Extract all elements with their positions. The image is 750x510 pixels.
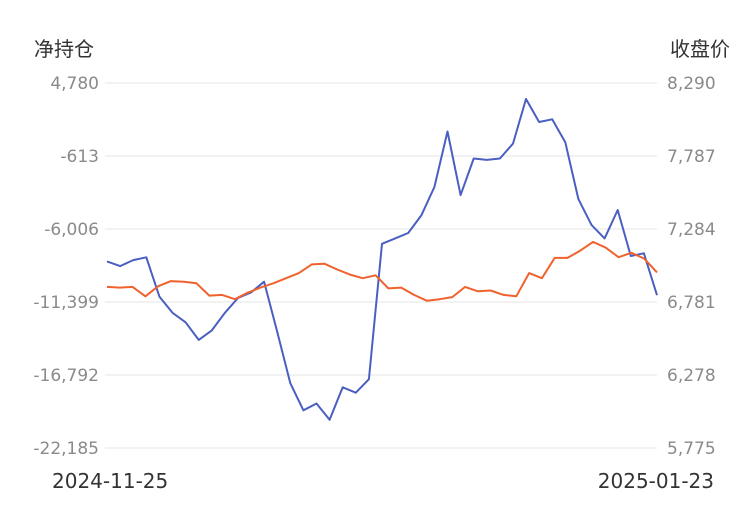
right-axis-title: 收盘价 xyxy=(670,37,730,61)
right-tick-label: 6,781 xyxy=(667,293,716,313)
close-price-series-line xyxy=(106,240,658,302)
left-tick-label: -22,185 xyxy=(33,439,99,459)
series-lines xyxy=(106,98,658,421)
left-tick-label: -6,006 xyxy=(44,220,99,240)
net-position-series-line xyxy=(106,98,658,421)
left-axis-title: 净持仓 xyxy=(34,37,94,61)
right-tick-label: 8,290 xyxy=(667,74,716,94)
left-tick-label: -613 xyxy=(60,147,99,167)
x-start-date: 2024-11-25 xyxy=(52,469,168,493)
gridlines xyxy=(105,82,657,449)
axis-ticks: 4,780 8,290 -613 7,787 -6,006 7,284 -11,399 6,7… xyxy=(33,74,715,459)
x-end-date: 2025-01-23 xyxy=(598,469,714,493)
left-tick-label: 4,780 xyxy=(50,74,99,94)
right-tick-label: 5,775 xyxy=(667,439,716,459)
right-tick-label: 7,284 xyxy=(667,220,716,240)
right-tick-label: 6,278 xyxy=(667,366,716,386)
left-tick-label: -16,792 xyxy=(33,366,99,386)
right-tick-label: 7,787 xyxy=(667,147,716,167)
left-tick-label: -11,399 xyxy=(33,293,99,313)
